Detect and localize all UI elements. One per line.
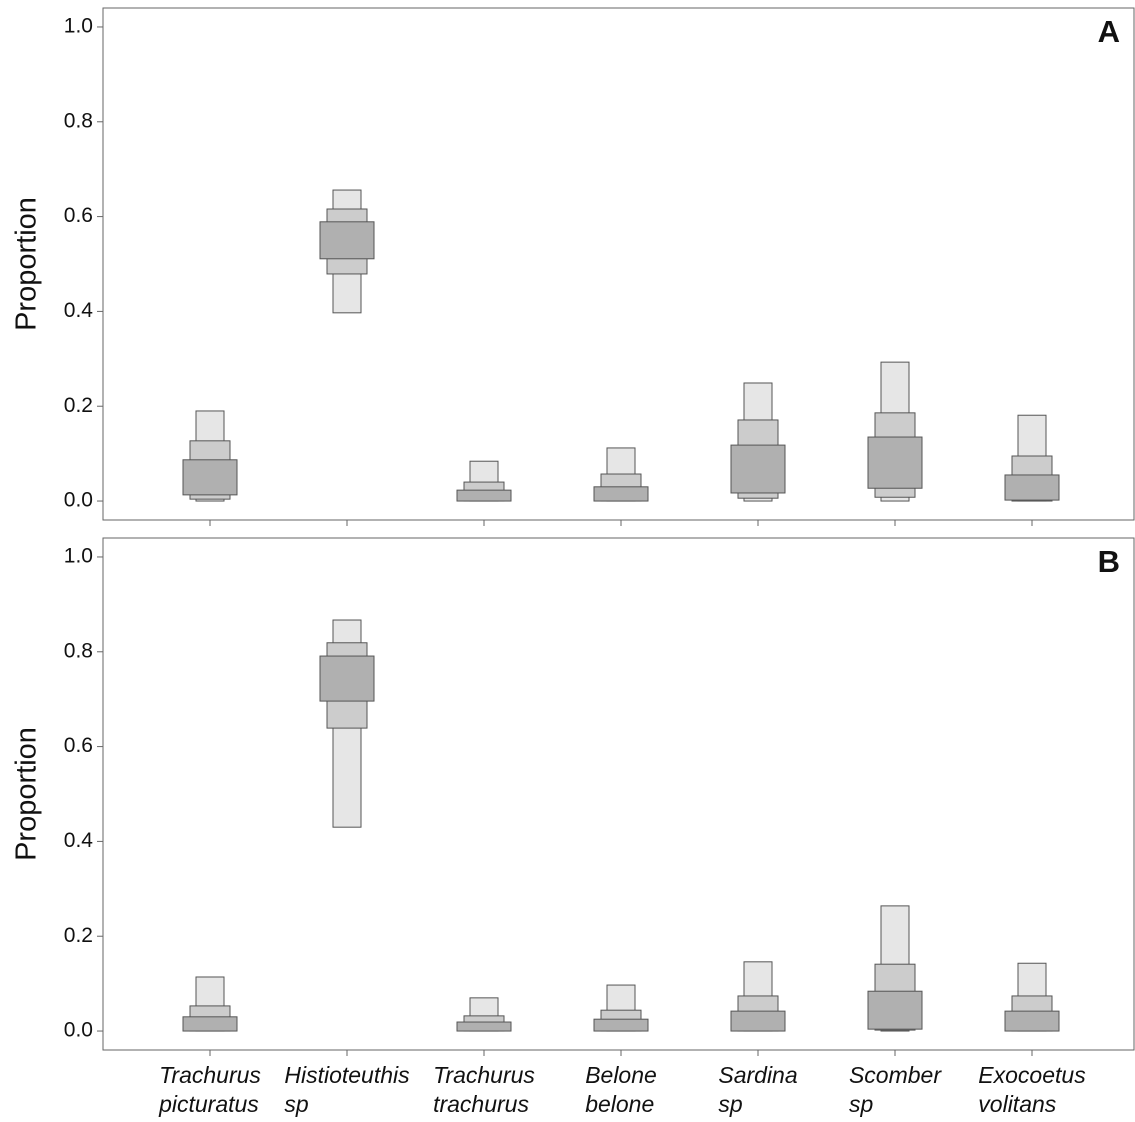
interval-box bbox=[456, 489, 512, 502]
y-tick-label: 0.6 bbox=[64, 204, 93, 227]
x-tick-label: Scomber sp bbox=[849, 1062, 942, 1117]
x-tick-label-line: trachurus bbox=[433, 1091, 529, 1117]
y-axis-label: Proportion bbox=[11, 197, 43, 331]
x-tick-label: Sardina sp bbox=[718, 1062, 797, 1117]
interval-box bbox=[1004, 1010, 1060, 1032]
x-tick-label-line: picturatus bbox=[158, 1091, 259, 1117]
plot-frame bbox=[102, 7, 1135, 521]
x-tick-label-line: Histioteuthis bbox=[284, 1062, 410, 1088]
y-tick-label: 0.8 bbox=[64, 639, 93, 662]
plot-frame bbox=[102, 537, 1135, 1051]
x-tick-label: Histioteuthis sp bbox=[284, 1062, 410, 1117]
x-tick-label-line: Sardina bbox=[718, 1062, 797, 1088]
x-tick-label-line: Trachurus bbox=[159, 1062, 261, 1088]
y-tick-label: 0.4 bbox=[64, 299, 94, 322]
y-tick-label: 1.0 bbox=[64, 545, 93, 568]
x-tick-label-line: sp bbox=[284, 1091, 309, 1117]
panel-label: A bbox=[1098, 14, 1120, 49]
y-axis-label: Proportion bbox=[11, 727, 43, 861]
y-tick-label: 0.4 bbox=[64, 829, 94, 852]
x-tick-label: Trachurus picturatus bbox=[158, 1062, 261, 1117]
x-tick-label-line: belone bbox=[585, 1091, 654, 1117]
interval-box bbox=[730, 1010, 786, 1032]
interval-box bbox=[182, 1016, 238, 1032]
interval-box bbox=[730, 444, 786, 494]
x-tick-label-line: Belone bbox=[585, 1062, 657, 1088]
interval-box bbox=[1004, 474, 1060, 501]
interval-box bbox=[593, 1018, 649, 1032]
y-tick-label: 0.2 bbox=[64, 924, 93, 947]
interval-box bbox=[182, 459, 238, 496]
interval-box bbox=[867, 436, 923, 489]
x-tick-label-line: sp bbox=[718, 1091, 743, 1117]
x-tick-label: Trachurus trachurus bbox=[433, 1062, 535, 1117]
panel-label: B bbox=[1098, 544, 1120, 579]
x-tick-label-line: Trachurus bbox=[433, 1062, 535, 1088]
x-tick-label-line: sp bbox=[849, 1091, 874, 1117]
interval-box bbox=[456, 1021, 512, 1032]
y-tick-label: 0.8 bbox=[64, 109, 93, 132]
x-tick-label-line: Scomber bbox=[849, 1062, 942, 1088]
x-tick-label: Belone belone bbox=[585, 1062, 657, 1117]
x-tick-label: Exocoetus volitans bbox=[978, 1062, 1086, 1117]
y-tick-label: 0.2 bbox=[64, 394, 93, 417]
interval-box bbox=[319, 221, 375, 260]
y-tick-label: 0.0 bbox=[64, 1019, 93, 1042]
interval-box bbox=[867, 990, 923, 1030]
interval-box bbox=[319, 655, 375, 702]
x-tick-label-line: volitans bbox=[978, 1091, 1056, 1117]
y-tick-label: 0.6 bbox=[64, 734, 93, 757]
interval-box bbox=[593, 486, 649, 502]
y-tick-label: 0.0 bbox=[64, 489, 93, 512]
x-tick-label-line: Exocoetus bbox=[978, 1062, 1086, 1088]
y-tick-label: 1.0 bbox=[64, 15, 93, 38]
